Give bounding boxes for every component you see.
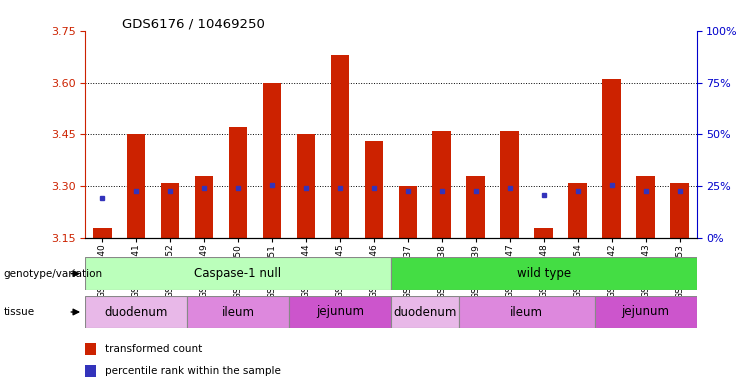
Bar — [289, 296, 391, 328]
Bar — [602, 79, 621, 238]
Text: jejunum: jejunum — [622, 306, 670, 318]
Bar — [391, 257, 697, 290]
Bar — [534, 228, 553, 238]
Bar — [568, 183, 587, 238]
Bar — [670, 183, 689, 238]
Bar — [93, 228, 112, 238]
Text: genotype/variation: genotype/variation — [4, 268, 103, 279]
Text: duodenum: duodenum — [393, 306, 456, 318]
Bar — [187, 296, 289, 328]
Text: duodenum: duodenum — [104, 306, 168, 318]
Bar — [85, 257, 391, 290]
Text: ileum: ileum — [511, 306, 543, 318]
Text: transformed count: transformed count — [105, 344, 202, 354]
Text: GDS6176 / 10469250: GDS6176 / 10469250 — [122, 17, 265, 30]
Bar — [330, 55, 349, 238]
Text: Caspase-1 null: Caspase-1 null — [194, 267, 282, 280]
Bar — [195, 176, 213, 238]
Bar — [637, 176, 655, 238]
Bar — [399, 186, 417, 238]
Bar — [85, 343, 96, 355]
Bar — [127, 134, 145, 238]
Bar — [262, 83, 282, 238]
Bar — [365, 141, 383, 238]
Bar — [296, 134, 316, 238]
Bar — [85, 365, 96, 377]
Bar — [433, 131, 451, 238]
Bar — [161, 183, 179, 238]
Bar — [459, 296, 594, 328]
Text: ileum: ileum — [222, 306, 255, 318]
Bar — [466, 176, 485, 238]
Text: wild type: wild type — [516, 267, 571, 280]
Text: tissue: tissue — [4, 307, 35, 317]
Text: percentile rank within the sample: percentile rank within the sample — [105, 366, 281, 376]
Bar — [85, 296, 187, 328]
Bar — [500, 131, 519, 238]
Bar — [229, 127, 247, 238]
Bar — [594, 296, 697, 328]
Bar — [391, 296, 459, 328]
Text: jejunum: jejunum — [316, 306, 364, 318]
